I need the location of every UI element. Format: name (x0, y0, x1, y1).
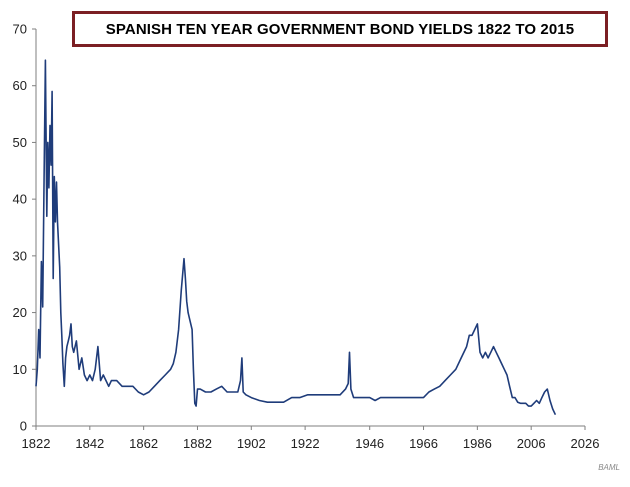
axis-ticks: 0 10 20 30 40 50 60 70 1822 1842 1862 1882 1902 1922 1… (13, 22, 600, 452)
x-tick-label: 1922 (291, 436, 320, 451)
chart-title: SPANISH TEN YEAR GOVERNMENT BOND YIELDS … (105, 20, 575, 38)
yield-series-line (35, 59, 557, 416)
x-tick-label: 1862 (129, 436, 158, 451)
y-tick-label: 70 (13, 22, 27, 37)
y-tick-label: 50 (13, 135, 27, 150)
x-tick-label: 1902 (237, 436, 266, 451)
y-tick-label: 10 (13, 362, 27, 377)
chart-title-box: SPANISH TEN YEAR GOVERNMENT BOND YIELDS … (72, 11, 608, 47)
x-tick-label: 1986 (463, 436, 492, 451)
x-tick-label: 1842 (75, 436, 104, 451)
x-tick-label: 2006 (517, 436, 546, 451)
x-tick-label: 2026 (571, 436, 600, 451)
plot-area: 0 10 20 30 40 50 60 70 1822 1842 1862 1882 1902 1922 1… (13, 22, 600, 452)
x-tick-label: 1882 (183, 436, 212, 451)
y-tick-label: 20 (13, 305, 27, 320)
source-label: BAML (598, 463, 620, 472)
x-tick-label: 1822 (22, 436, 51, 451)
y-tick-label: 30 (13, 248, 27, 263)
x-tick-label: 1946 (355, 436, 384, 451)
y-tick-label: 40 (13, 192, 27, 207)
y-tick-label: 60 (13, 78, 27, 93)
x-tick-label: 1966 (409, 436, 438, 451)
y-tick-label: 0 (20, 419, 27, 434)
